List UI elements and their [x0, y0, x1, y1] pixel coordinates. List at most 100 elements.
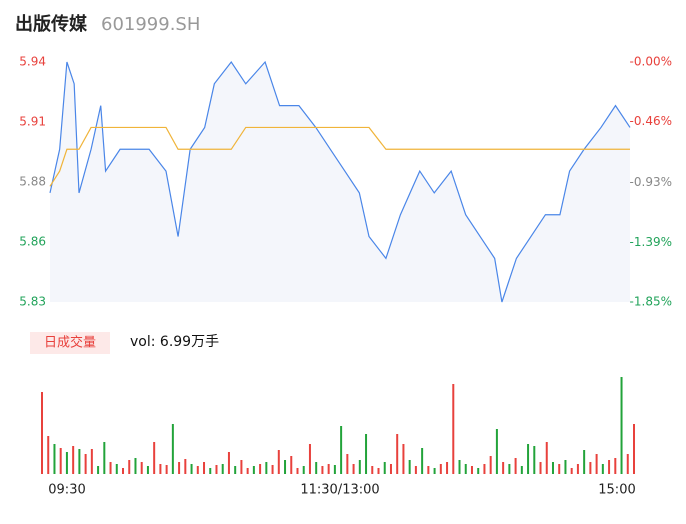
x-tick-label: 09:30 — [48, 483, 85, 498]
volume-bar — [128, 460, 131, 474]
volume-bar — [589, 462, 592, 474]
price-line — [49, 60, 631, 303]
volume-bar — [514, 458, 517, 474]
volume-label: 日成交量 — [44, 335, 96, 351]
y-tick-label: 5.83 — [19, 295, 46, 309]
volume-bar — [259, 464, 262, 474]
volume-bar — [545, 442, 548, 474]
chart-subtitle: 601999.SH — [101, 14, 200, 35]
volume-bar — [508, 464, 511, 474]
volume-bar — [446, 462, 449, 474]
y-tick-label: 5.86 — [19, 235, 46, 249]
volume-bar — [221, 464, 224, 474]
volume-bar — [483, 464, 486, 474]
volume-bar — [59, 448, 62, 474]
volume-bar — [178, 462, 181, 474]
volume-bar — [489, 456, 492, 474]
volume-bar — [146, 466, 149, 474]
volume-bar — [115, 464, 118, 474]
volume-bar — [365, 434, 368, 474]
volume-bar — [315, 462, 318, 474]
y2-tick-label: -1.85% — [630, 295, 672, 309]
volume-bar — [608, 460, 611, 474]
volume-bar — [626, 454, 629, 474]
volume-bar — [209, 468, 212, 474]
volume-bar — [433, 468, 436, 474]
volume-bar — [53, 444, 56, 474]
volume-bar — [601, 464, 604, 474]
volume-bar — [296, 468, 299, 474]
volume-bar — [421, 448, 424, 474]
volume-bar — [539, 462, 542, 474]
volume-bar — [470, 466, 473, 474]
y2-tick-label: -0.00% — [630, 55, 672, 69]
chart-title: 出版传媒 — [15, 13, 88, 35]
volume-bar — [495, 429, 498, 474]
volume-bar — [414, 466, 417, 474]
volume-bar — [265, 462, 268, 474]
volume-bar — [408, 460, 411, 474]
volume-bar — [97, 466, 100, 474]
volume-bar — [633, 424, 635, 474]
y2-tick-label: -0.93% — [630, 175, 672, 189]
volume-bar — [134, 458, 137, 474]
volume-bar — [84, 454, 87, 474]
volume-bar — [389, 464, 392, 474]
volume-bar — [520, 466, 523, 474]
volume-bar — [308, 444, 311, 474]
average-line — [49, 126, 630, 187]
volume-bar — [327, 464, 330, 474]
volume-bar — [165, 465, 168, 474]
volume-bar — [464, 464, 467, 474]
volume-bar — [452, 384, 455, 474]
volume-bar — [576, 464, 579, 474]
volume-bar — [271, 465, 274, 474]
volume-bar — [103, 442, 106, 474]
volume-bar — [72, 446, 75, 474]
price-area — [50, 62, 630, 302]
volume-bar — [427, 466, 430, 474]
volume-bar — [190, 464, 193, 474]
volume-bar — [302, 466, 305, 474]
volume-bar — [377, 468, 380, 474]
volume-bar — [333, 465, 336, 474]
x-tick-label: 15:00 — [598, 483, 635, 498]
volume-bar — [551, 462, 554, 474]
x-tick-label: 11:30/13:00 — [300, 483, 379, 498]
volume-bar — [346, 454, 349, 474]
volume-bar — [90, 449, 93, 474]
volume-bar — [246, 468, 249, 474]
volume-bar — [558, 464, 561, 474]
volume-bar — [358, 460, 361, 474]
y-tick-label: 5.91 — [19, 115, 46, 129]
volume-bar — [196, 466, 199, 474]
volume-bar — [383, 462, 386, 474]
volume-bar — [477, 468, 480, 474]
volume-bar — [78, 449, 81, 474]
volume-bar — [502, 462, 505, 474]
y-tick-label: 5.88 — [19, 175, 46, 189]
volume-bar — [122, 468, 125, 474]
volume-bar — [402, 444, 405, 474]
volume-bar — [396, 434, 399, 474]
volume-bar — [184, 459, 187, 474]
volume-bar — [439, 464, 442, 474]
volume-bar — [595, 454, 598, 474]
y2-tick-label: -0.46% — [630, 114, 672, 128]
volume-bar — [290, 456, 293, 474]
volume-bar — [352, 464, 355, 474]
volume-bar — [41, 392, 43, 474]
y-tick-label: 5.94 — [19, 55, 46, 69]
volume-total: vol: 6.99万手 — [130, 334, 219, 350]
volume-bar — [284, 460, 287, 474]
volume-bar — [564, 460, 567, 474]
volume-bar — [458, 460, 461, 474]
volume-bar — [240, 460, 243, 474]
volume-bar — [234, 466, 237, 474]
volume-bar — [570, 468, 573, 474]
volume-badge — [30, 332, 110, 354]
volume-bar — [371, 466, 374, 474]
volume-bar — [252, 466, 255, 474]
volume-bar — [533, 446, 536, 474]
